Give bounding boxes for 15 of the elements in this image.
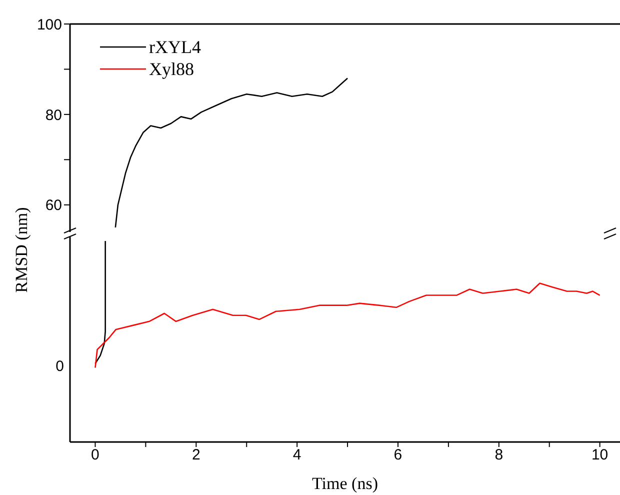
- x-tick-label: 0: [91, 446, 100, 464]
- text: 0: [56, 358, 64, 375]
- y-tick-label: 80: [45, 106, 62, 124]
- legend-label: rXYL4: [149, 36, 201, 58]
- y-tick-label: 100: [36, 16, 62, 34]
- line-series: [114, 78, 348, 228]
- y-axis-title: RMSD (nm): [12, 207, 32, 293]
- x-axis-title: Time (ns): [312, 474, 378, 493]
- x-tick-label: 10: [591, 446, 608, 464]
- legend-label: Xyl88: [149, 58, 194, 80]
- x-tick-label: 8: [494, 446, 504, 464]
- x-tick-label: 6: [394, 446, 402, 464]
- y-tick-label: 60: [45, 197, 62, 214]
- x-tick-label: 4: [292, 446, 302, 464]
- x-tick-label: 2: [192, 446, 200, 464]
